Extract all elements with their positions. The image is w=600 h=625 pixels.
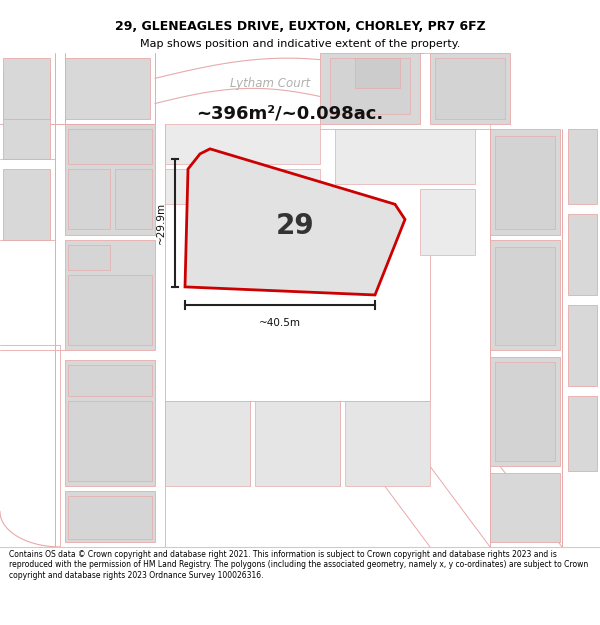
Polygon shape	[65, 491, 155, 542]
Polygon shape	[65, 58, 150, 119]
Polygon shape	[568, 129, 597, 204]
Text: ~29.9m: ~29.9m	[156, 202, 166, 244]
Polygon shape	[568, 305, 597, 386]
Polygon shape	[495, 362, 555, 461]
Polygon shape	[355, 58, 400, 88]
Polygon shape	[430, 53, 510, 124]
Polygon shape	[68, 496, 152, 539]
Polygon shape	[345, 401, 430, 486]
Polygon shape	[568, 396, 597, 471]
Text: Map shows position and indicative extent of the property.: Map shows position and indicative extent…	[140, 39, 460, 49]
Polygon shape	[68, 169, 110, 229]
Polygon shape	[115, 169, 152, 229]
Text: Contains OS data © Crown copyright and database right 2021. This information is : Contains OS data © Crown copyright and d…	[9, 550, 588, 580]
Polygon shape	[490, 129, 560, 234]
Polygon shape	[330, 58, 410, 114]
Polygon shape	[435, 58, 505, 119]
Text: 29, GLENEAGLES DRIVE, EUXTON, CHORLEY, PR7 6FZ: 29, GLENEAGLES DRIVE, EUXTON, CHORLEY, P…	[115, 21, 485, 33]
Polygon shape	[68, 129, 152, 164]
Polygon shape	[65, 239, 155, 351]
Text: 29: 29	[275, 213, 314, 241]
Polygon shape	[320, 53, 420, 124]
Polygon shape	[68, 244, 110, 270]
Polygon shape	[65, 124, 155, 234]
Polygon shape	[185, 149, 405, 295]
Polygon shape	[490, 473, 560, 542]
Polygon shape	[255, 401, 340, 486]
Polygon shape	[420, 189, 475, 254]
Polygon shape	[65, 361, 155, 486]
Polygon shape	[165, 124, 320, 164]
Text: ~40.5m: ~40.5m	[259, 318, 301, 328]
Polygon shape	[68, 401, 152, 481]
Text: ~396m²/~0.098ac.: ~396m²/~0.098ac.	[196, 104, 383, 122]
Polygon shape	[3, 169, 50, 239]
Polygon shape	[3, 73, 50, 159]
Polygon shape	[68, 275, 152, 346]
Polygon shape	[165, 169, 320, 204]
Polygon shape	[490, 239, 560, 351]
Polygon shape	[495, 136, 555, 229]
Polygon shape	[3, 58, 50, 119]
Polygon shape	[495, 247, 555, 346]
Polygon shape	[335, 129, 475, 184]
Text: Lytham Court: Lytham Court	[230, 77, 310, 90]
Polygon shape	[490, 357, 560, 466]
Polygon shape	[568, 214, 597, 295]
Polygon shape	[165, 401, 250, 486]
Polygon shape	[68, 366, 152, 396]
